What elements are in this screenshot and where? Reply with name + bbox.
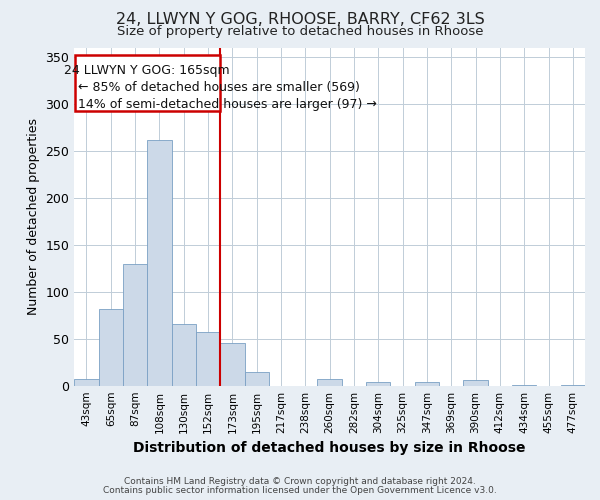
Text: 14% of semi-detached houses are larger (97) →: 14% of semi-detached houses are larger (… — [79, 98, 377, 111]
Y-axis label: Number of detached properties: Number of detached properties — [27, 118, 40, 315]
Text: Contains public sector information licensed under the Open Government Licence v3: Contains public sector information licen… — [103, 486, 497, 495]
Text: ← 85% of detached houses are smaller (569): ← 85% of detached houses are smaller (56… — [79, 82, 361, 94]
Bar — [415, 382, 439, 386]
Bar — [220, 344, 245, 386]
Text: Size of property relative to detached houses in Rhoose: Size of property relative to detached ho… — [117, 25, 483, 38]
Bar — [512, 384, 536, 386]
Bar — [366, 382, 391, 386]
Bar — [463, 380, 488, 386]
Bar — [560, 384, 585, 386]
Text: 24 LLWYN Y GOG: 165sqm: 24 LLWYN Y GOG: 165sqm — [64, 64, 230, 78]
X-axis label: Distribution of detached houses by size in Rhoose: Distribution of detached houses by size … — [133, 441, 526, 455]
Bar — [123, 264, 147, 386]
FancyBboxPatch shape — [75, 55, 220, 112]
Bar — [317, 379, 342, 386]
Bar — [245, 372, 269, 386]
Bar — [98, 308, 123, 386]
Text: Contains HM Land Registry data © Crown copyright and database right 2024.: Contains HM Land Registry data © Crown c… — [124, 477, 476, 486]
Bar — [147, 140, 172, 386]
Bar — [172, 324, 196, 386]
Bar — [196, 332, 220, 386]
Text: 24, LLWYN Y GOG, RHOOSE, BARRY, CF62 3LS: 24, LLWYN Y GOG, RHOOSE, BARRY, CF62 3LS — [116, 12, 484, 28]
Bar — [74, 379, 98, 386]
